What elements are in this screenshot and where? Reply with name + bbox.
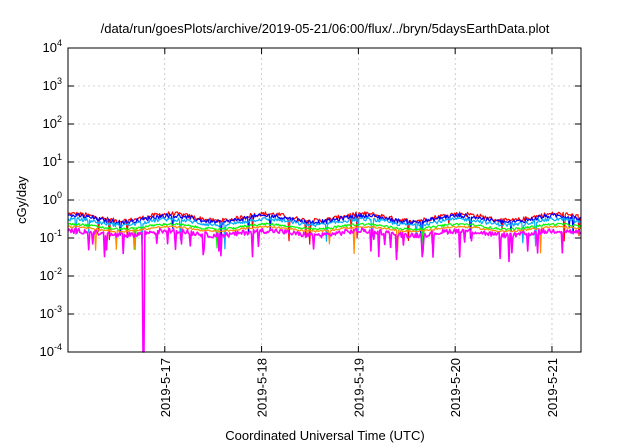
- y-axis-label: cGy/day: [14, 176, 29, 224]
- x-axis-label: Coordinated Universal Time (UTC): [225, 428, 424, 443]
- series-line-5: [67, 225, 581, 255]
- x-tick-label: 2019-5-21: [545, 358, 560, 417]
- y-tick-label: 100: [43, 190, 62, 207]
- chart-title: /data/run/goesPlots/archive/2019-05-21/0…: [101, 21, 550, 36]
- y-tick-label: 10-2: [40, 266, 62, 283]
- x-tick-label: 2019-5-19: [351, 358, 366, 417]
- series-group: [67, 211, 582, 353]
- x-tick-label: 2019-5-20: [448, 358, 463, 417]
- series-line-3: [67, 216, 582, 250]
- x-axis: 2019-5-17 2019-5-18 2019-5-19 2019-5-20 2019…: [158, 48, 560, 417]
- y-axis: 10-4 10-3 10-2 10-1 100 101 102 103 104: [40, 38, 581, 359]
- x-tick-label: 2019-5-18: [255, 358, 270, 417]
- series-line-6: [67, 227, 582, 353]
- y-tick-label: 10-1: [40, 228, 62, 245]
- y-tick-label: 102: [43, 114, 62, 131]
- y-tick-label: 10-4: [40, 342, 62, 359]
- plot-frame: [67, 47, 582, 353]
- grid: [68, 48, 581, 352]
- y-tick-label: 103: [43, 76, 62, 93]
- x-tick-label: 2019-5-17: [158, 358, 173, 417]
- y-tick-label: 101: [43, 152, 62, 169]
- y-tick-label: 104: [43, 38, 62, 55]
- series-line-2: [67, 213, 582, 245]
- y-tick-label: 10-3: [40, 304, 62, 321]
